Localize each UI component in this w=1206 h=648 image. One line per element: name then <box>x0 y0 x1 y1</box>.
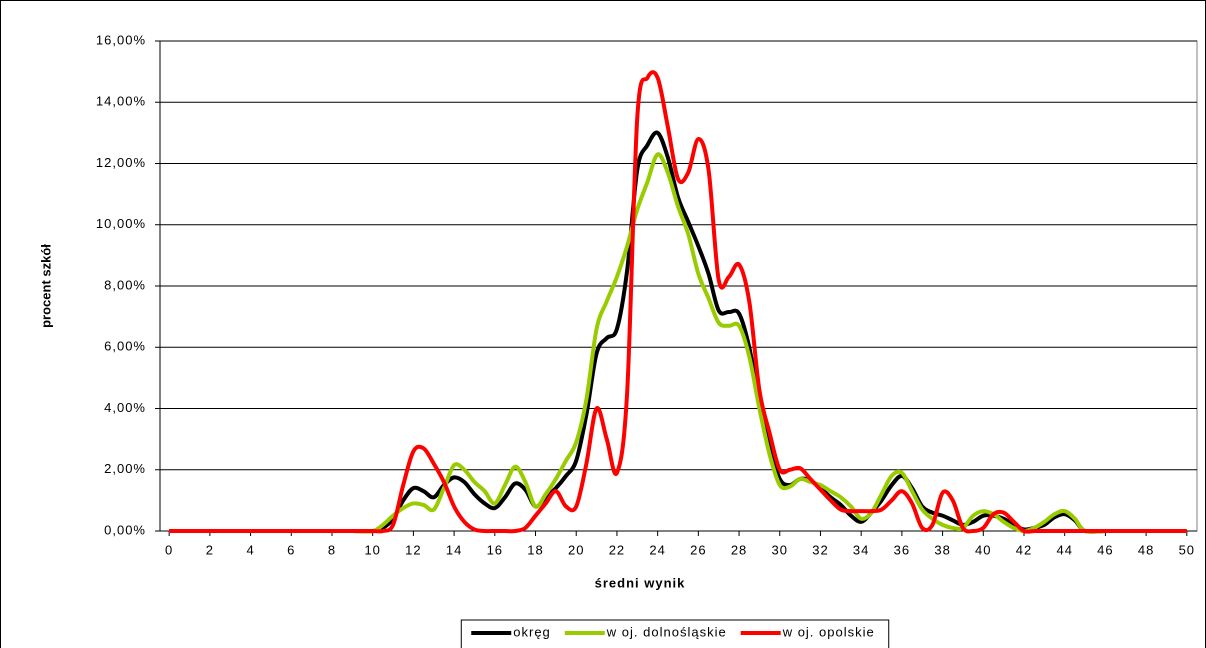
legend-box <box>460 619 890 648</box>
y-tick-label: 2,00% <box>104 461 146 476</box>
y-tick-label: 4,00% <box>104 400 146 415</box>
y-tick-label: 6,00% <box>104 339 146 354</box>
x-tick-label: 26 <box>690 542 706 557</box>
x-tick-label: 50 <box>1179 542 1195 557</box>
x-tick-label: 28 <box>731 542 747 557</box>
x-tick-label: 20 <box>568 542 584 557</box>
y-tick-label: 10,00% <box>96 216 146 231</box>
legend-label: w oj. opolskie <box>782 624 875 639</box>
y-tick-label: 16,00% <box>96 32 146 47</box>
x-tick-label: 18 <box>527 542 543 557</box>
x-tick-label: 22 <box>609 542 625 557</box>
x-tick-label: 10 <box>364 542 380 557</box>
x-tick-label: 38 <box>934 542 950 557</box>
x-tick-label: 14 <box>446 542 462 557</box>
y-tick-label: 0,00% <box>104 522 146 537</box>
x-tick-label: 44 <box>1056 542 1072 557</box>
legend: okręg w oj. dolnośląskie w oj. opolskie <box>460 619 890 648</box>
x-tick-label: 32 <box>812 542 828 557</box>
x-tick-label: 4 <box>246 542 254 557</box>
x-tick-label: 42 <box>1016 542 1032 557</box>
y-tick-label: 14,00% <box>96 94 146 109</box>
x-tick-label: 16 <box>487 542 503 557</box>
x-tick-label: 34 <box>853 542 869 557</box>
x-tick-label: 0 <box>165 542 173 557</box>
x-tick-label: 48 <box>1138 542 1154 557</box>
legend-label: okręg <box>513 624 551 639</box>
x-tick-label: 46 <box>1097 542 1113 557</box>
x-axis-label: średni wynik <box>595 575 686 590</box>
x-tick-label: 2 <box>206 542 214 557</box>
x-tick-label: 8 <box>328 542 336 557</box>
x-tick-label: 12 <box>405 542 421 557</box>
x-tick-label: 30 <box>772 542 788 557</box>
x-tick-label: 40 <box>975 542 991 557</box>
legend-label: w oj. dolnośląskie <box>606 624 727 639</box>
x-tick-label: 36 <box>894 542 910 557</box>
y-tick-label: 8,00% <box>104 277 146 292</box>
y-axis-label: procent szkół <box>38 244 53 328</box>
x-tick-label: 6 <box>287 542 295 557</box>
y-tick-label: 12,00% <box>96 155 146 170</box>
x-tick-label: 24 <box>649 542 665 557</box>
series-line <box>169 70 1187 534</box>
